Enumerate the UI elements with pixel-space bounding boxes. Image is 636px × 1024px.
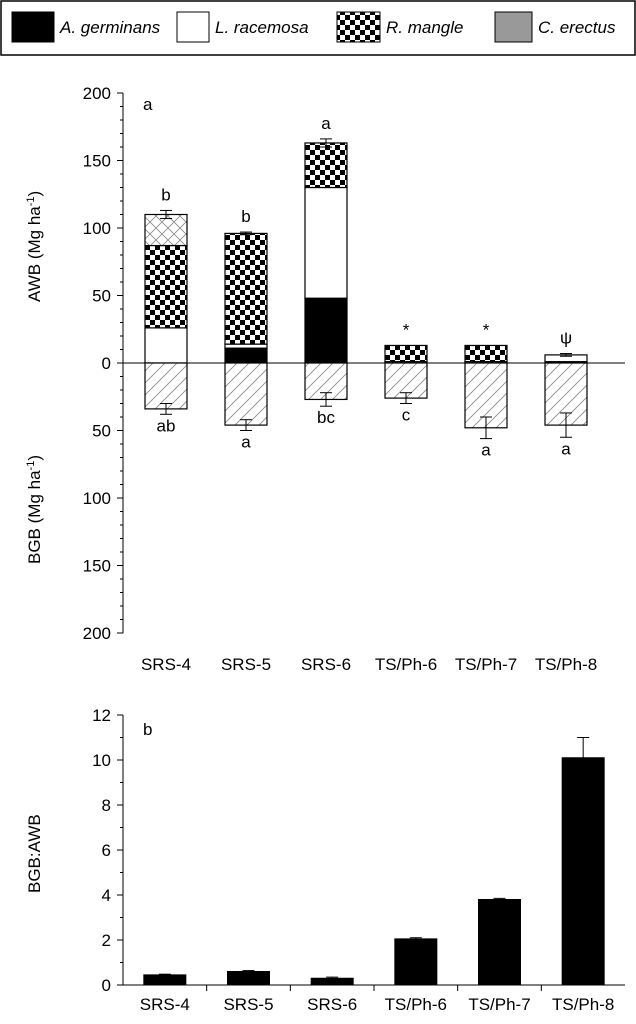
ratio-bar-srs-6 (310, 977, 354, 986)
ratio-bar-ts-ph-6 (394, 938, 438, 986)
panel-a: a AWB (Mg ha-1) BGB (Mg ha-1) 200 150 100 5… (25, 84, 625, 674)
panel-b-category-label: SRS-4 (140, 995, 190, 1014)
panel-a-category-label: TS/Ph-6 (375, 655, 437, 674)
panel-a-tick-label: 200 (83, 84, 111, 103)
awb-bar-l-racemosa-srs-5 (224, 343, 268, 349)
legend-swatch-a-germinans (11, 11, 55, 43)
bgb-significance-letter: a (481, 441, 491, 460)
panel-b-tick-label: 4 (102, 886, 111, 905)
legend-swatch-l-racemosa (176, 11, 210, 43)
ratio-bar-ts-ph-8 (561, 757, 605, 986)
panel-b-category-label: TS/Ph-6 (385, 995, 447, 1014)
legend-swatch-r-mangle (336, 11, 381, 43)
awb-bar-r-mangle-ts-ph-6 (384, 344, 428, 363)
bgb-bar-srs-4 (144, 362, 188, 410)
panel-b-category-label: SRS-6 (307, 995, 357, 1014)
panel-b-label: b (143, 720, 152, 739)
bgb-bar-srs-5 (224, 362, 268, 426)
awb-bar-c-erectus-srs-4 (144, 213, 188, 247)
legend-label-l-racemosa: L. racemosa (215, 18, 309, 37)
awb-bar-r-mangle-srs-6 (304, 142, 348, 189)
legend-item-r-mangle: R. mangle (336, 11, 463, 43)
bgb-significance-letter: a (561, 439, 571, 458)
awb-bar-a-germinans-srs-6 (304, 297, 348, 364)
bgb-significance-letter: a (241, 433, 251, 452)
panel-a-category-label: TS/Ph-8 (535, 655, 597, 674)
legend-item-a-germinans: A. germinans (11, 11, 161, 43)
panel-b-tick-label: 0 (102, 976, 111, 995)
panel-b-tick-label: 8 (102, 796, 111, 815)
panel-a-ylabel-lower: BGB (Mg ha-1) (25, 455, 44, 564)
bgb-significance-letter: bc (317, 408, 335, 427)
awb-significance-letter: a (321, 114, 331, 133)
awb-bar-r-mangle-srs-5 (224, 232, 268, 345)
panel-b-tick-label: 10 (92, 751, 111, 770)
panel-a-ylabel-upper: AWB (Mg ha-1) (25, 191, 44, 302)
panel-a-label: a (143, 95, 153, 114)
ratio-bar-ts-ph-7 (478, 899, 521, 986)
legend-swatch-c-erectus (494, 11, 533, 43)
panel-a-tick-label: 0 (102, 354, 111, 373)
panel-a-tick-label: 50 (92, 287, 111, 306)
panel-a-category-label: TS/Ph-7 (455, 655, 517, 674)
awb-bar-r-mangle-srs-4 (144, 244, 188, 329)
bgb-significance-letter: ab (157, 416, 176, 435)
awb-significance-letter: * (403, 320, 410, 339)
awb-significance-letter: b (161, 185, 170, 204)
legend-label-c-erectus: C. erectus (538, 18, 616, 37)
panel-b-ylabel: BGB:AWB (25, 814, 44, 893)
panel-a-tick-label: 150 (83, 152, 111, 171)
panel-b-tick-label: 12 (92, 706, 111, 725)
ratio-bar-srs-4 (143, 974, 187, 986)
legend: A. germinans L. racemosa R. mangle C. er… (0, 0, 636, 56)
panel-a-tick-label: 50 (92, 422, 111, 441)
panel-b-tick-label: 2 (102, 931, 111, 950)
panel-a-category-label: SRS-6 (301, 655, 351, 674)
panel-a-tick-label: 150 (83, 557, 111, 576)
panel-a-category-label: SRS-4 (141, 655, 191, 674)
panel-a-tick-label: 100 (83, 219, 111, 238)
panel-b-category-label: SRS-5 (223, 995, 273, 1014)
panel-b: b BGB:AWB 0 2 4 6 8 10 12 SRS-4 SRS-5 SRS-6 TS/Ph-… (25, 706, 625, 1014)
panel-a-tick-label: 100 (83, 489, 111, 508)
legend-item-l-racemosa: L. racemosa (176, 11, 309, 43)
awb-bar-l-racemosa-srs-4 (144, 327, 188, 364)
awb-bar-l-racemosa-srs-6 (304, 186, 348, 299)
awb-significance-letter: * (483, 320, 490, 339)
legend-item-c-erectus: C. erectus (494, 11, 616, 43)
ratio-bar-srs-5 (227, 971, 270, 986)
panel-b-category-label: TS/Ph-7 (468, 995, 530, 1014)
awb-significance-letter: b (241, 207, 250, 226)
panel-a-category-label: SRS-5 (221, 655, 271, 674)
bgb-significance-letter: c (402, 406, 411, 425)
awb-significance-letter: ψ (560, 329, 572, 348)
panel-b-category-label: TS/Ph-8 (552, 995, 614, 1014)
legend-label-a-germinans: A. germinans (59, 18, 161, 37)
awb-bar-a-germinans-srs-5 (224, 347, 268, 364)
awb-bar-r-mangle-ts-ph-7 (464, 344, 508, 363)
legend-label-r-mangle: R. mangle (386, 18, 463, 37)
panel-a-tick-label: 200 (83, 624, 111, 643)
panel-b-tick-label: 6 (102, 841, 111, 860)
